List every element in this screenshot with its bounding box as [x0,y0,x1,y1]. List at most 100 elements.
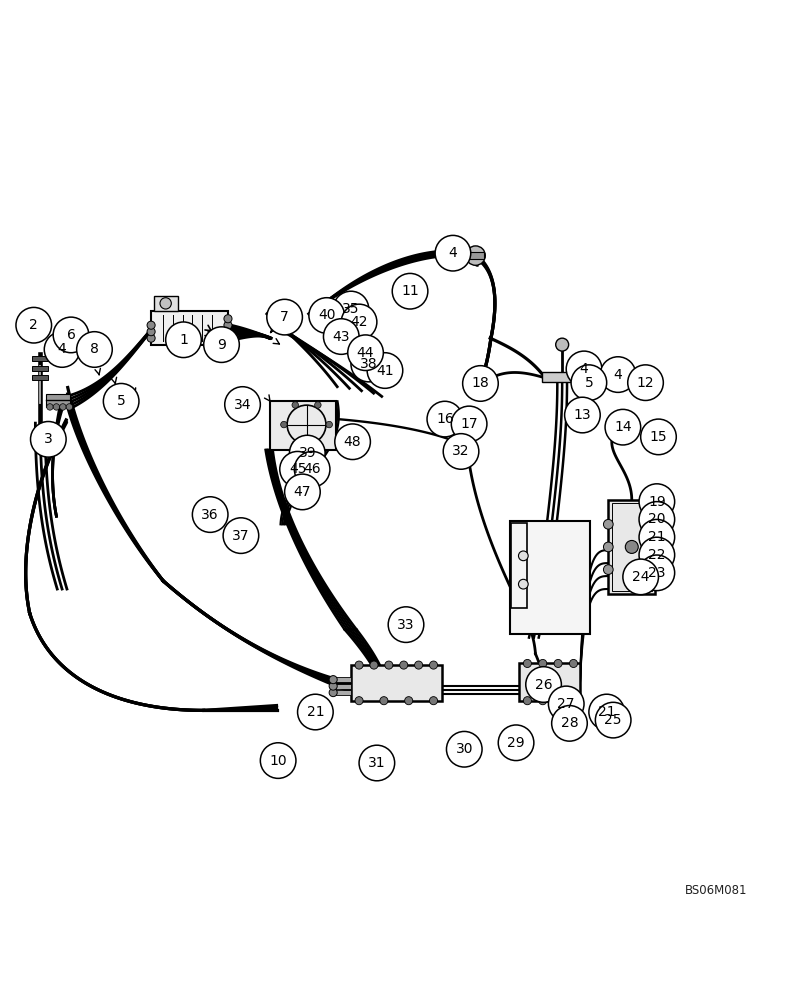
Text: 22: 22 [647,548,665,562]
Bar [32,356,49,361]
Circle shape [650,559,659,569]
Text: 4: 4 [448,246,457,260]
Text: 24: 24 [631,570,649,584]
Circle shape [289,435,324,471]
Circle shape [638,537,674,573]
Circle shape [204,327,239,362]
Bar [466,252,484,259]
Text: 34: 34 [234,398,251,412]
Text: 12: 12 [636,376,654,390]
Text: 28: 28 [560,716,577,730]
Circle shape [224,328,232,336]
Circle shape [350,346,386,382]
Bar [270,401,336,450]
Circle shape [354,697,363,705]
Text: 1: 1 [178,333,187,347]
Circle shape [223,518,259,553]
Text: 18: 18 [471,376,489,390]
Circle shape [498,725,533,761]
Text: 25: 25 [603,713,621,727]
Circle shape [650,577,659,587]
Circle shape [565,351,601,387]
Circle shape [47,404,53,410]
Circle shape [603,542,612,552]
Circle shape [603,565,612,574]
Circle shape [553,659,561,668]
Circle shape [523,697,530,705]
Circle shape [618,422,629,433]
Circle shape [280,451,315,487]
Circle shape [333,291,368,327]
Circle shape [555,338,568,351]
Circle shape [547,686,583,722]
Bar [151,311,228,345]
Bar [334,677,350,682]
Bar [350,665,441,701]
Circle shape [399,661,407,669]
Circle shape [224,315,232,323]
Circle shape [31,422,66,457]
Circle shape [466,246,485,265]
Circle shape [518,579,527,589]
Circle shape [281,421,287,428]
Bar [334,684,350,689]
Bar [519,663,579,701]
Circle shape [314,402,320,408]
Text: 15: 15 [649,430,667,444]
Circle shape [627,365,663,400]
Circle shape [638,502,674,537]
Circle shape [392,273,427,309]
Text: 27: 27 [557,697,574,711]
Text: 3: 3 [44,432,53,446]
Bar [611,503,651,591]
Circle shape [588,694,624,730]
Text: 33: 33 [397,618,414,632]
Circle shape [429,697,437,705]
Bar [46,394,70,407]
Circle shape [650,525,659,534]
Text: 6: 6 [67,328,75,342]
Circle shape [414,661,423,669]
Text: 36: 36 [201,508,219,522]
Circle shape [569,659,577,668]
Text: 44: 44 [356,346,374,360]
Circle shape [325,421,332,428]
Circle shape [328,689,337,697]
Text: 8: 8 [90,342,99,356]
Text: 17: 17 [460,417,478,431]
Text: 16: 16 [436,412,453,426]
Circle shape [446,731,482,767]
Text: 29: 29 [507,736,524,750]
Circle shape [577,359,586,369]
Circle shape [53,317,88,353]
Text: 42: 42 [350,315,367,329]
Circle shape [518,551,527,561]
Text: 10: 10 [269,754,286,768]
Circle shape [462,366,498,401]
Circle shape [553,697,561,705]
Circle shape [464,434,474,443]
Circle shape [523,659,530,668]
Text: 43: 43 [332,330,350,344]
Circle shape [53,404,59,410]
Circle shape [314,441,320,447]
Circle shape [594,702,630,738]
Bar [153,296,178,311]
Text: 35: 35 [341,302,359,316]
Text: 4: 4 [58,342,67,356]
Circle shape [192,497,228,532]
Bar [573,366,590,379]
Circle shape [160,298,171,309]
Text: 48: 48 [343,435,361,449]
Circle shape [525,667,560,702]
Circle shape [16,307,51,343]
Bar [334,690,350,695]
Circle shape [570,365,606,400]
Text: 7: 7 [280,310,289,324]
Circle shape [147,328,155,336]
Circle shape [225,387,260,422]
Circle shape [404,697,412,705]
Text: 32: 32 [452,444,470,458]
Circle shape [260,743,295,778]
Circle shape [443,434,478,469]
